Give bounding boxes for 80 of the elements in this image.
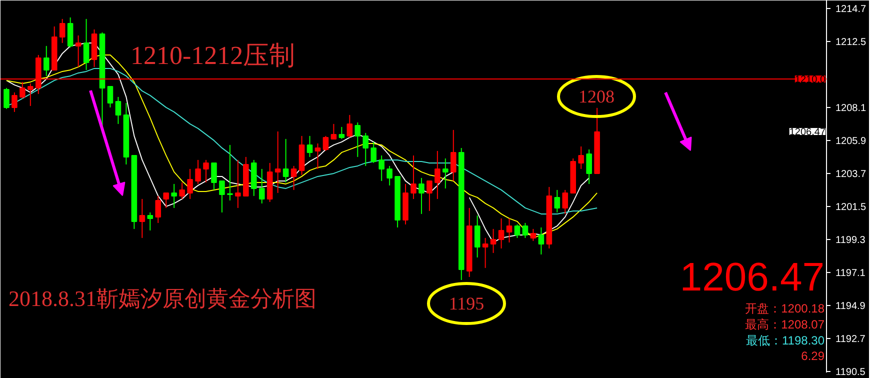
- candlestick: [450, 129, 456, 182]
- candlestick: [147, 212, 154, 231]
- candlestick: [139, 198, 146, 238]
- annotation: 1195: [448, 294, 484, 314]
- candlestick: [562, 189, 568, 214]
- annotation: 2018.8.31靳嫣汐原创黄金分析图: [8, 286, 316, 311]
- candlestick: [107, 86, 114, 108]
- y-tick-label: 1208.1: [836, 102, 867, 114]
- y-tick-label: 1212.5: [836, 36, 867, 48]
- candlestick: [4, 87, 10, 110]
- candlestick: [498, 218, 504, 249]
- candlestick: [75, 34, 82, 68]
- candlestick: [306, 135, 313, 158]
- candlestick: [115, 96, 122, 124]
- text: 开盘：1200.18: [745, 302, 825, 316]
- candlestick: [83, 18, 90, 70]
- y-tick-label: 1199.3: [836, 234, 866, 246]
- candlestick: [506, 218, 512, 243]
- candlestick: [538, 226, 544, 255]
- y-tick-label: 1205.9: [836, 136, 867, 147]
- candlestick: [474, 214, 480, 258]
- candlestick: [370, 141, 376, 164]
- candlestick: [354, 122, 361, 158]
- candlestick: [362, 132, 369, 166]
- candlestick: [203, 159, 209, 183]
- candlestick: [410, 154, 416, 200]
- candlestick: [442, 158, 448, 189]
- candlestick: [530, 228, 536, 242]
- candlestick: [187, 168, 193, 200]
- text: 最低：1198.30: [746, 334, 825, 348]
- y-tick-label: 1197.1: [836, 268, 866, 279]
- candlestick: [195, 159, 201, 184]
- y-tick-label: 1192.7: [836, 334, 866, 345]
- candlestick: [386, 165, 392, 186]
- candlestick: [434, 150, 440, 200]
- ref-line-label: 1210.0: [794, 74, 826, 86]
- y-tick-label: 1190.5: [836, 366, 866, 378]
- candlestick: [219, 180, 225, 213]
- candlestick: [43, 45, 50, 76]
- candlestick: [586, 148, 592, 184]
- candlestick: [28, 82, 34, 106]
- text: 最高：1208.07: [745, 318, 825, 332]
- y-tick-label: 1214.7: [836, 4, 867, 15]
- annotation: 1210-1212压制: [130, 41, 296, 70]
- candlestick: [338, 126, 345, 140]
- candlestick: [554, 189, 560, 213]
- candlestick: [20, 81, 26, 99]
- candlestick: [59, 18, 66, 44]
- candlestick: [67, 16, 74, 48]
- candlestick: [274, 130, 281, 194]
- candlestick: [227, 144, 233, 201]
- candlestick: [522, 222, 528, 238]
- candlestick: [514, 224, 520, 238]
- candlestick: [418, 177, 424, 214]
- y-tick-label: 1201.5: [836, 202, 867, 213]
- text: 1206.47: [680, 256, 825, 300]
- candlestick: [179, 182, 185, 200]
- candlestick: [258, 168, 265, 204]
- candlestick: [155, 195, 162, 224]
- text: 6.29: [801, 349, 825, 363]
- y-tick-label: 1203.7: [836, 168, 867, 180]
- text: 1206.47: [789, 127, 826, 138]
- candlestick: [211, 162, 217, 190]
- candlestick: [330, 123, 337, 140]
- candlestick: [314, 142, 321, 170]
- candlestick: [163, 192, 169, 208]
- candlestick: [490, 228, 496, 254]
- candlestick: [171, 183, 177, 208]
- y-tick-label: 1194.9: [836, 300, 866, 312]
- candlestick: [290, 165, 297, 190]
- candlestick: [12, 92, 18, 112]
- candlestick: [322, 135, 329, 152]
- annotation: 1208: [578, 86, 614, 106]
- candlestick: [346, 114, 353, 138]
- candlestick: [482, 237, 488, 268]
- candlestick: [426, 180, 432, 212]
- candlestick: [282, 138, 289, 183]
- candlestick: [235, 159, 241, 208]
- candlestick: [578, 146, 584, 170]
- candlestick: [378, 154, 384, 182]
